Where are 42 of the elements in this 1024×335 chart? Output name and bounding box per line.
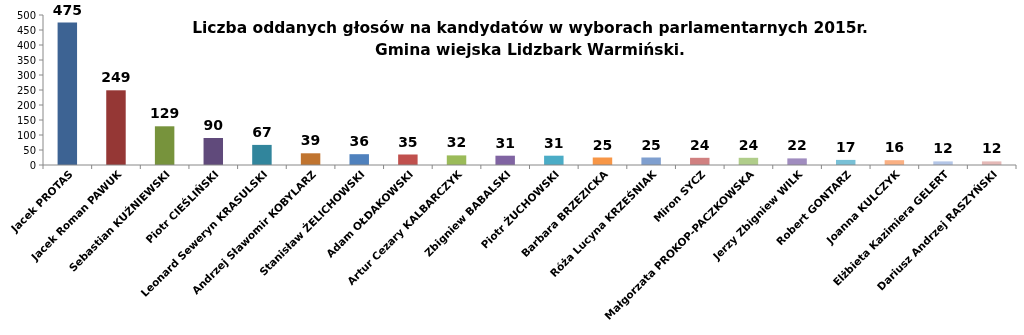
data-label: 22 bbox=[787, 137, 807, 154]
bar bbox=[349, 154, 369, 165]
data-label: 36 bbox=[349, 133, 369, 150]
data-label: 17 bbox=[835, 138, 856, 155]
y-tick-label: 0 bbox=[29, 159, 36, 171]
y-tick-label: 50 bbox=[23, 144, 36, 156]
data-label: 31 bbox=[495, 134, 515, 151]
y-tick-label: 100 bbox=[16, 129, 36, 141]
y-tick-label: 200 bbox=[16, 99, 36, 111]
y-tick-label: 350 bbox=[16, 54, 36, 66]
data-label: 12 bbox=[933, 140, 953, 157]
data-label: 24 bbox=[738, 136, 759, 153]
data-label: 12 bbox=[981, 140, 1002, 157]
y-tick-label: 450 bbox=[16, 24, 36, 36]
chart-title: Liczba oddanych głosów na kandydatów w wyborach parlamentarnych 2015r. bbox=[192, 19, 868, 37]
data-label: 90 bbox=[203, 117, 224, 133]
data-label: 31 bbox=[544, 134, 564, 151]
y-tick-label: 250 bbox=[16, 84, 36, 96]
data-label: 39 bbox=[300, 132, 321, 149]
bar bbox=[300, 153, 321, 165]
bar bbox=[787, 158, 807, 165]
data-label: 249 bbox=[101, 69, 131, 86]
data-label: 32 bbox=[446, 134, 467, 151]
y-tick-label: 150 bbox=[16, 114, 36, 126]
y-tick-label: 400 bbox=[16, 39, 36, 51]
bar bbox=[446, 155, 467, 165]
y-tick-label: 500 bbox=[16, 9, 36, 21]
bar bbox=[57, 22, 78, 165]
data-label: 25 bbox=[641, 136, 661, 153]
data-label: 35 bbox=[398, 133, 418, 150]
y-tick-label: 300 bbox=[16, 69, 36, 81]
text: Gmina wiejska Lidzbark Warmiński. bbox=[374, 41, 686, 59]
data-label: 16 bbox=[884, 139, 905, 156]
data-label: 129 bbox=[150, 105, 180, 122]
data-label: 24 bbox=[690, 136, 710, 153]
bar bbox=[252, 144, 272, 165]
bar bbox=[106, 90, 126, 165]
data-label: 25 bbox=[592, 136, 613, 153]
bar bbox=[154, 126, 175, 165]
bar bbox=[203, 138, 224, 165]
data-label: 67 bbox=[252, 123, 272, 140]
data-label: 475 bbox=[52, 1, 82, 18]
